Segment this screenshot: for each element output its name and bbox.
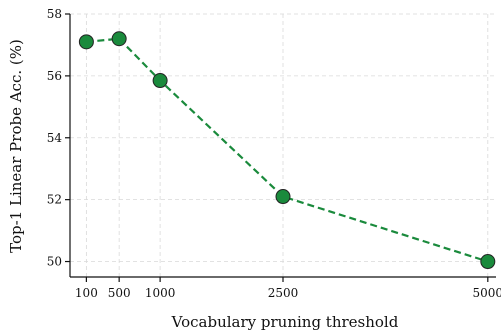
ticks: 100 500 1000 2500 5000 50 52 54 56 58	[47, 7, 501, 300]
x-tick-label: 500	[108, 286, 131, 300]
y-tick-label: 52	[47, 193, 62, 207]
x-tick-label: 5000	[473, 286, 501, 300]
grid	[70, 13, 496, 277]
y-tick-label: 54	[47, 131, 63, 145]
axes	[69, 14, 496, 278]
series-line	[86, 37, 489, 263]
x-tick-label: 1000	[145, 286, 176, 300]
x-axis-title: Vocabulary pruning threshold	[171, 313, 399, 331]
data-point	[78, 34, 94, 50]
y-tick-label: 50	[47, 255, 62, 269]
data-point	[111, 31, 127, 47]
x-tick-label: 100	[75, 286, 98, 300]
y-tick-label: 56	[47, 69, 62, 83]
y-tick-label: 58	[47, 7, 62, 21]
y-axis-title: Top-1 Linear Probe Acc. (%)	[7, 39, 25, 253]
x-tick-label: 2500	[268, 286, 299, 300]
series	[78, 31, 496, 270]
data-point	[275, 189, 291, 205]
data-point	[480, 254, 496, 270]
data-point	[152, 73, 168, 89]
